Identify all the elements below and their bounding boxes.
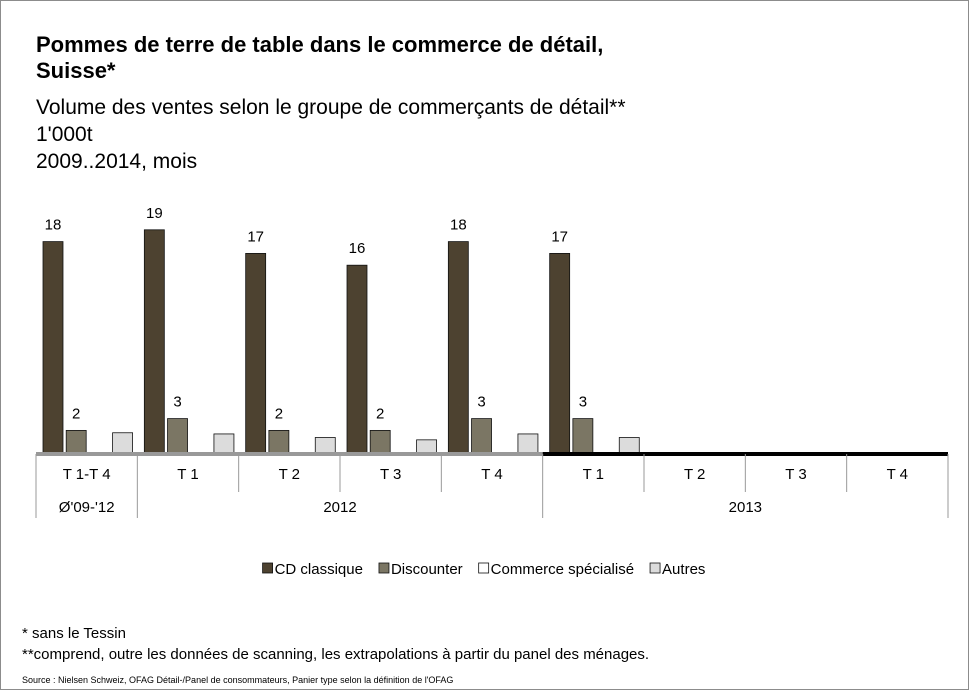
bar (447, 241, 469, 455)
chart-subtitle: 1'000t (36, 123, 93, 146)
bar (112, 432, 133, 455)
chart-title: Pommes de terre de table dans le commerc… (36, 32, 603, 57)
bar (369, 429, 391, 455)
legend-swatch (478, 562, 490, 574)
bar (314, 437, 336, 455)
data-label: 16 (349, 240, 366, 257)
data-label: 18 (450, 217, 467, 234)
data-label: 2 (376, 405, 384, 422)
data-label: 3 (579, 394, 587, 411)
x-tick-label: T 3 (785, 466, 806, 483)
bar (143, 229, 165, 455)
bar (268, 429, 290, 455)
bar (245, 252, 267, 455)
x-tick-label: T 1 (583, 466, 604, 483)
data-label: 2 (275, 405, 283, 422)
source: Source : Nielsen Schweiz, OFAG Détail-/P… (22, 675, 453, 685)
x-tick-label: T 1-T 4 (63, 466, 111, 483)
bar (42, 241, 64, 455)
x-tick-label: T 3 (380, 466, 401, 483)
data-label: 17 (247, 228, 264, 245)
legend-label: Discounter (391, 561, 463, 578)
data-label: 3 (477, 394, 485, 411)
legend-swatch (649, 562, 661, 574)
data-label: 2 (72, 405, 80, 422)
legend-label: Autres (662, 561, 705, 578)
chart-title: Suisse* (36, 58, 116, 83)
group-label: Ø'09-'12 (59, 499, 115, 516)
chart-subtitle: Volume des ventes selon le groupe de com… (36, 96, 626, 119)
data-label: 19 (146, 205, 163, 222)
bar (471, 418, 492, 455)
group-label: 2013 (729, 499, 762, 516)
x-tick-label: T 4 (887, 466, 908, 483)
bar (167, 418, 188, 455)
x-tick-label: T 2 (684, 466, 705, 483)
chart-subtitle: 2009..2014, mois (36, 150, 197, 173)
footnote: **comprend, outre les données de scannin… (22, 646, 649, 663)
x-tick-label: T 1 (177, 466, 198, 483)
x-tick-label: T 4 (481, 466, 502, 483)
legend-label: Commerce spécialisé (491, 561, 634, 578)
bar (549, 252, 571, 455)
bar (416, 439, 438, 455)
bar (65, 429, 87, 455)
legend: CD classique Discounter Commerce spécialis… (262, 561, 705, 578)
bar (517, 433, 539, 455)
bar (618, 437, 640, 455)
bar (213, 433, 235, 455)
legend-swatch (262, 562, 273, 574)
bar (572, 418, 594, 455)
legend-label: CD classique (275, 561, 363, 578)
x-tick-label: T 2 (279, 466, 300, 483)
data-label: 18 (45, 217, 62, 234)
bar (346, 264, 368, 455)
footnote: * sans le Tessin (22, 625, 126, 642)
data-label: 17 (551, 228, 568, 245)
legend-swatch (378, 562, 390, 574)
data-label: 3 (173, 394, 181, 411)
group-label: 2012 (323, 499, 356, 516)
